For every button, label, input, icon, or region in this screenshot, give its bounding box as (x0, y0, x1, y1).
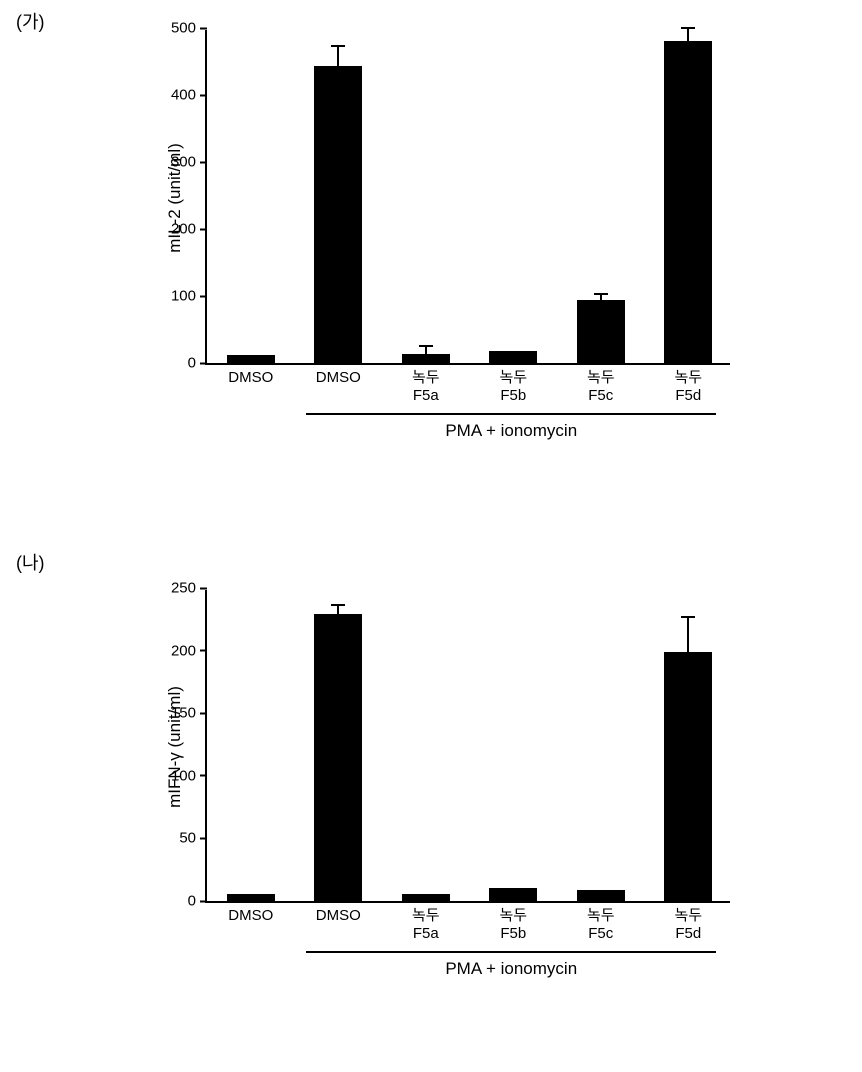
y-tick-label: 250 (171, 580, 196, 597)
y-tick-mark (200, 775, 207, 777)
y-tick-mark (200, 587, 207, 589)
x-category-label: DMSO (295, 369, 383, 387)
y-tick-mark (200, 228, 207, 230)
plot-area-a: 0100200300400500DMSODMSO녹두F5a녹두F5b녹두F5c녹… (205, 30, 730, 365)
x-category-label-line2: F5c (557, 925, 645, 943)
y-tick: 0 (188, 893, 207, 910)
bar (489, 351, 537, 363)
y-tick-label: 100 (171, 288, 196, 305)
y-tick-label: 500 (171, 20, 196, 37)
bar (664, 41, 712, 363)
x-category-label-line1: 녹두 (382, 907, 470, 925)
x-category-label: DMSO (295, 907, 383, 925)
group-label: PMA + ionomycin (306, 421, 716, 441)
error-bar (681, 27, 695, 41)
y-tick: 0 (188, 355, 207, 372)
error-bar (681, 616, 695, 652)
y-tick-label: 0 (188, 893, 196, 910)
bar (664, 652, 712, 901)
x-category-label: 녹두F5c (557, 369, 645, 405)
bar (577, 890, 625, 901)
x-category-label-line1: 녹두 (645, 907, 733, 925)
y-tick-label: 400 (171, 87, 196, 104)
x-category-label-line2: F5d (645, 387, 733, 405)
y-tick-label: 50 (179, 830, 196, 847)
x-category-label: 녹두F5b (470, 369, 558, 405)
bar (489, 888, 537, 901)
y-tick-label: 0 (188, 355, 196, 372)
x-category-label: DMSO (207, 369, 295, 387)
x-category-label: 녹두F5c (557, 907, 645, 943)
y-tick-mark (200, 295, 207, 297)
bar (227, 355, 275, 363)
error-bar (331, 604, 345, 615)
bar (314, 66, 362, 363)
y-tick: 50 (179, 830, 207, 847)
y-tick-mark (200, 837, 207, 839)
y-tick-mark (200, 362, 207, 364)
x-category-label-line2: F5b (470, 925, 558, 943)
bar (577, 300, 625, 363)
x-category-label-line1: DMSO (295, 369, 383, 387)
group-label: PMA + ionomycin (306, 959, 716, 979)
bar (227, 894, 275, 902)
x-category-label: DMSO (207, 907, 295, 925)
x-category-label-line2: F5a (382, 387, 470, 405)
y-axis-label: mIFN-γ (unit/ml) (165, 667, 185, 827)
y-axis-label: mIL-2 (unit/ml) (165, 118, 185, 278)
chart-il2: 0100200300400500DMSODMSO녹두F5a녹두F5b녹두F5c녹… (135, 30, 750, 485)
x-category-label-line1: 녹두 (645, 369, 733, 387)
x-category-label-line1: 녹두 (382, 369, 470, 387)
y-tick-mark (200, 94, 207, 96)
x-category-label: 녹두F5a (382, 369, 470, 405)
error-bar (594, 293, 608, 300)
bar (314, 614, 362, 901)
error-bar (331, 45, 345, 65)
bar (402, 894, 450, 902)
y-tick: 100 (171, 288, 207, 305)
panel-label-a: (가) (16, 8, 45, 34)
chart-ifng: 050100150200250DMSODMSO녹두F5a녹두F5b녹두F5c녹두… (135, 590, 750, 1023)
y-tick-mark (200, 900, 207, 902)
bar (402, 354, 450, 363)
group-underline (306, 413, 716, 415)
x-category-label-line1: 녹두 (557, 369, 645, 387)
group-underline (306, 951, 716, 953)
y-tick: 250 (171, 580, 207, 597)
x-category-label-line1: 녹두 (470, 907, 558, 925)
x-category-label-line1: 녹두 (557, 907, 645, 925)
x-category-label-line1: DMSO (207, 369, 295, 387)
y-tick-mark (200, 712, 207, 714)
error-bar (419, 345, 433, 354)
x-category-label: 녹두F5d (645, 369, 733, 405)
x-category-label-line2: F5a (382, 925, 470, 943)
x-category-label: 녹두F5b (470, 907, 558, 943)
x-category-label: 녹두F5d (645, 907, 733, 943)
x-category-label-line2: F5b (470, 387, 558, 405)
y-tick-mark (200, 650, 207, 652)
plot-area-b: 050100150200250DMSODMSO녹두F5a녹두F5b녹두F5c녹두… (205, 590, 730, 903)
x-category-label: 녹두F5a (382, 907, 470, 943)
x-category-label-line1: DMSO (295, 907, 383, 925)
x-category-label-line2: F5c (557, 387, 645, 405)
y-tick: 500 (171, 20, 207, 37)
y-tick: 400 (171, 87, 207, 104)
x-category-label-line2: F5d (645, 925, 733, 943)
x-category-label-line1: DMSO (207, 907, 295, 925)
y-tick-mark (200, 161, 207, 163)
panel-label-b: (나) (16, 549, 45, 575)
y-tick: 200 (171, 642, 207, 659)
y-tick-label: 200 (171, 642, 196, 659)
x-category-label-line1: 녹두 (470, 369, 558, 387)
y-tick-mark (200, 27, 207, 29)
